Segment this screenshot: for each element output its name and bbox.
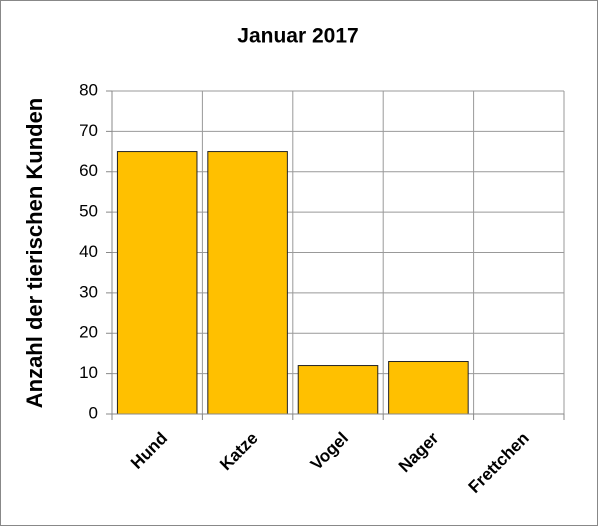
y-tick-label: 20 xyxy=(79,323,98,342)
y-tick-label: 70 xyxy=(79,121,98,140)
y-tick-label: 30 xyxy=(79,282,98,301)
bar xyxy=(207,151,288,415)
y-tick-label: 0 xyxy=(89,403,98,422)
y-tick-label: 10 xyxy=(79,363,98,382)
bar xyxy=(388,361,469,415)
chart-title: Januar 2017 xyxy=(237,25,358,48)
y-tick-label: 60 xyxy=(79,161,98,180)
y-tick-label: 50 xyxy=(79,202,98,221)
bar xyxy=(297,365,379,415)
y-axis-label: Anzahl der tierischen Kunden xyxy=(22,98,47,409)
bar xyxy=(116,151,198,415)
y-tick-label: 80 xyxy=(79,80,98,99)
y-tick-label: 40 xyxy=(79,242,98,261)
